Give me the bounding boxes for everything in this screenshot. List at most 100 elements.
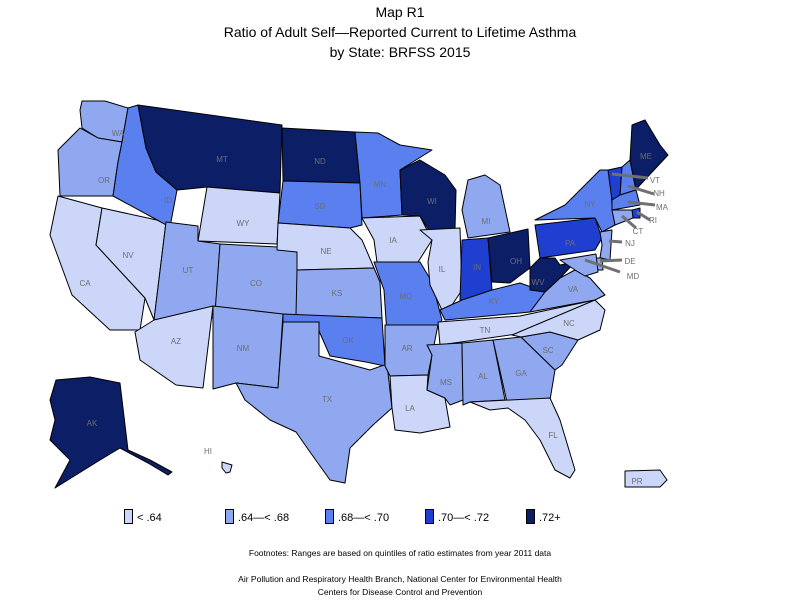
state-label-pr: PR xyxy=(631,477,642,486)
state-label-ny: NY xyxy=(584,200,596,209)
legend-label: .68—< .70 xyxy=(338,512,390,524)
state-label-nv: NV xyxy=(122,251,134,260)
state-pr xyxy=(624,469,668,488)
state-label-nj: NJ xyxy=(625,239,635,248)
leader-line-de xyxy=(599,258,623,263)
state-ia xyxy=(361,215,433,263)
legend-item-70-72: .70—< .72 xyxy=(425,509,489,524)
state-label-me: ME xyxy=(640,152,652,161)
state-label-mi: MI xyxy=(482,217,491,226)
state-ak xyxy=(49,376,173,489)
state-label-az: AZ xyxy=(171,337,181,346)
state-label-nc: NC xyxy=(563,319,575,328)
state-label-va: VA xyxy=(568,285,579,294)
state-oh xyxy=(487,228,531,284)
legend-item-lt64: < .64 xyxy=(124,509,162,524)
legend-label: .72+ xyxy=(539,512,561,524)
state-ks xyxy=(295,267,383,319)
state-label-de: DE xyxy=(624,257,635,266)
map-subtitle: Ratio of Adult Self—Reported Current to … xyxy=(223,24,577,40)
state-label-md: MD xyxy=(627,272,640,281)
leader-line-nh xyxy=(627,184,655,196)
state-label-nh: NH xyxy=(653,189,665,198)
state-label-mt: MT xyxy=(216,155,228,164)
source-line-2: Centers for Disease Control and Preventi… xyxy=(317,587,483,597)
legend-item-72-plus: .72+ xyxy=(526,509,561,524)
leader-line-md xyxy=(584,258,621,274)
state-label-ga: GA xyxy=(515,369,527,378)
state-label-ak: AK xyxy=(87,419,98,428)
state-label-wi: WI xyxy=(427,197,437,206)
leader-lines xyxy=(584,172,656,274)
footnote: Footnotes: Ranges are based on quintiles… xyxy=(248,548,552,558)
legend-swatch xyxy=(325,509,334,524)
state-label-pa: PA xyxy=(565,239,576,248)
state-label-wa: WA xyxy=(112,129,125,138)
state-label-mo: MO xyxy=(400,292,413,301)
state-az xyxy=(134,305,214,389)
state-label-la: LA xyxy=(405,404,415,413)
state-label-or: OR xyxy=(98,176,110,185)
legend: < .64 .64—< .68 .68—< .70 .70—< .72 .72+ xyxy=(0,509,800,529)
leader-line-vt xyxy=(611,172,649,180)
state-ma xyxy=(611,189,641,211)
state-label-wv: WV xyxy=(532,278,546,287)
state-la xyxy=(389,374,451,434)
legend-item-64-68: .64—< .68 xyxy=(225,509,289,524)
state-label-ma: MA xyxy=(656,203,669,212)
state-nv xyxy=(95,207,167,321)
legend-label: .64—< .68 xyxy=(238,512,290,524)
state-label-id: ID xyxy=(164,196,172,205)
state-label-oh: OH xyxy=(510,257,522,266)
state-label-wy: WY xyxy=(237,219,251,228)
state-label-in: IN xyxy=(473,263,481,272)
legend-swatch xyxy=(124,509,133,524)
state-shapes xyxy=(49,100,669,489)
state-label-ri: RI xyxy=(649,216,657,225)
legend-swatch xyxy=(425,509,434,524)
state-label-al: AL xyxy=(478,372,488,381)
state-fl xyxy=(469,397,576,479)
state-ga xyxy=(492,336,556,403)
source-line-1: Air Pollution and Respiratory Health Bra… xyxy=(238,574,562,584)
leader-line-ma xyxy=(627,200,656,207)
leader-line-ri xyxy=(636,210,651,222)
state-nj xyxy=(599,229,613,261)
legend-label: .70—< .72 xyxy=(438,512,490,524)
state-pa xyxy=(534,217,603,259)
state-label-hi: HI xyxy=(204,447,212,456)
state-sd xyxy=(277,180,363,229)
legend-item-68-70: .68—< .70 xyxy=(325,509,389,524)
state-label-nm: NM xyxy=(237,344,250,353)
state-label-mn: MN xyxy=(374,180,387,189)
state-label-ok: OK xyxy=(342,336,354,345)
state-label-fl: FL xyxy=(548,431,558,440)
state-label-ks: KS xyxy=(332,289,343,298)
state-mt xyxy=(137,104,283,194)
state-label-ms: MS xyxy=(440,378,452,387)
state-label-sd: SD xyxy=(314,202,325,211)
state-label-tn: TN xyxy=(480,326,491,335)
legend-swatch xyxy=(225,509,234,524)
state-md xyxy=(559,253,599,277)
state-mi xyxy=(461,174,511,239)
state-label-ky: KY xyxy=(489,297,500,306)
state-label-vt: VT xyxy=(650,176,660,185)
state-hi xyxy=(221,461,233,474)
state-label-ne: NE xyxy=(320,247,331,256)
state-labels: WA OR CA NV ID MT WY UT CO AZ NM ND SD NE KS OK TX MN IA MO… xyxy=(79,129,668,486)
state-label-ct: CT xyxy=(633,227,644,236)
state-label-co: CO xyxy=(250,279,262,288)
leader-line-nj xyxy=(608,239,623,244)
state-nc xyxy=(511,299,606,341)
state-label-ut: UT xyxy=(183,266,194,275)
state-label-ar: AR xyxy=(401,344,412,353)
legend-label: < .64 xyxy=(137,512,162,524)
map-subtitle-2: by State: BRFSS 2015 xyxy=(329,44,471,60)
state-label-nd: ND xyxy=(314,157,326,166)
state-label-ia: IA xyxy=(389,236,397,245)
state-wy xyxy=(197,186,281,245)
legend-swatch xyxy=(526,509,535,524)
state-label-ca: CA xyxy=(79,279,91,288)
